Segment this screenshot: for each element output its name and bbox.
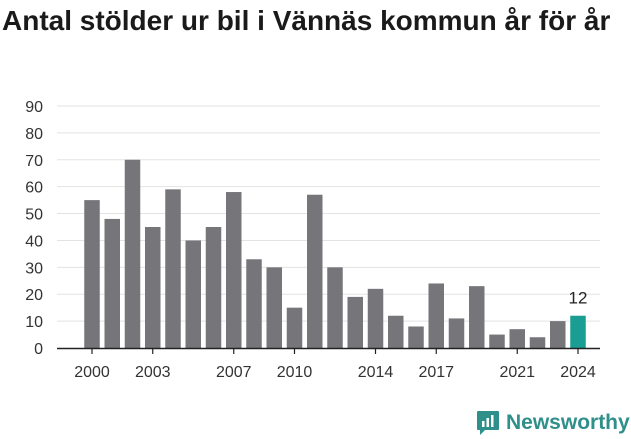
- y-tick-label: 80: [25, 126, 43, 143]
- y-tick-label: 20: [25, 287, 43, 304]
- bar-2003: [145, 227, 161, 348]
- bar-2009: [266, 267, 282, 348]
- y-tick-label: 40: [25, 233, 43, 250]
- newsworthy-logo-text: Newsworthy: [506, 411, 630, 434]
- x-tick-label: 2003: [135, 364, 171, 381]
- x-tick-label: 2017: [418, 364, 454, 381]
- bar-2013: [347, 296, 363, 348]
- bar-2022: [529, 337, 546, 348]
- y-tick-label: 90: [25, 99, 43, 116]
- x-tick-label: 2021: [499, 364, 535, 381]
- bar-2007: [226, 192, 242, 348]
- x-tick-label: 2000: [74, 364, 110, 381]
- bar-2020: [489, 334, 505, 348]
- bar-2008: [246, 259, 262, 348]
- newsworthy-logo-icon: [477, 411, 499, 435]
- y-axis: 0 10 20 30 40 50 60 70 80 90: [25, 99, 43, 358]
- y-tick-label: 60: [25, 180, 43, 197]
- newsworthy-logo: Newsworthy: [476, 408, 630, 438]
- bar-2019: [469, 286, 485, 348]
- bar-2023: [550, 321, 566, 348]
- bar-2014: [367, 288, 384, 348]
- bar-2021: [509, 329, 525, 348]
- bar-2001: [104, 218, 120, 348]
- bars: [84, 159, 586, 348]
- bar-2018: [448, 318, 465, 348]
- x-tick-label: 2007: [216, 364, 252, 381]
- bar-2010: [286, 307, 303, 348]
- bar-2004: [165, 189, 181, 348]
- y-tick-label: 0: [34, 341, 43, 358]
- x-axis: 2000 2003 2007 2010 2014 2017 2021 2024: [74, 348, 596, 381]
- bar-2015: [388, 315, 404, 348]
- x-tick-label: 2014: [358, 364, 394, 381]
- x-tick-label: 2024: [560, 364, 596, 381]
- y-tick-label: 10: [25, 314, 43, 331]
- x-tick-label: 2010: [277, 364, 313, 381]
- bar-2005: [185, 240, 201, 348]
- bar-2016: [408, 326, 424, 348]
- bar-2017: [428, 283, 444, 348]
- bar-2002: [124, 159, 141, 348]
- bar-2011: [307, 194, 323, 348]
- highlight-value-label: 12: [569, 289, 588, 308]
- bar-2006: [205, 227, 222, 348]
- y-tick-label: 70: [25, 153, 43, 170]
- bar-2024: [570, 315, 586, 348]
- chart-title: Antal stölder ur bil i Vännäs kommun år …: [2, 5, 611, 36]
- y-tick-label: 30: [25, 260, 43, 277]
- bar-2000: [84, 200, 100, 348]
- data-labels: 12: [569, 289, 588, 308]
- y-tick-label: 50: [25, 207, 43, 224]
- bar-2012: [327, 267, 343, 348]
